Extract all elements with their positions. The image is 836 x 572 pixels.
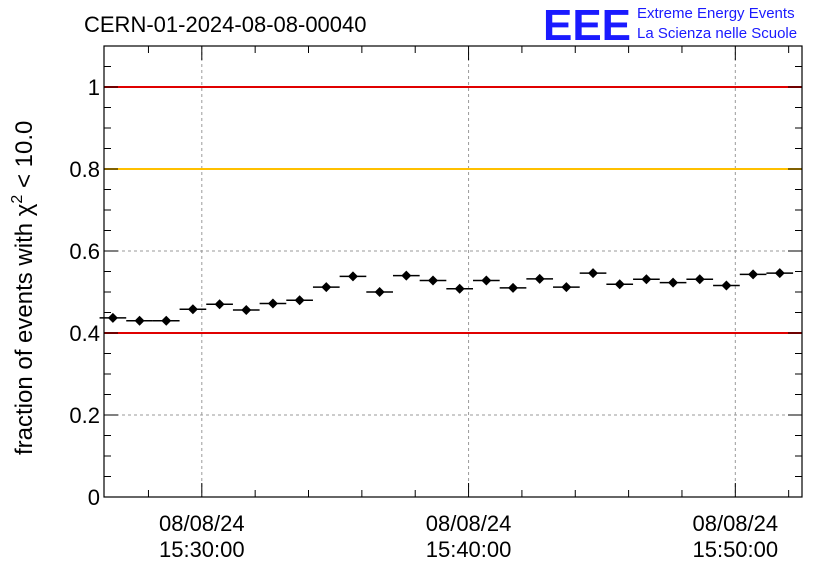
diamond-marker bbox=[641, 274, 652, 285]
data-point bbox=[366, 287, 393, 297]
diamond-marker bbox=[294, 295, 305, 306]
y-axis-label-superscript: 2 bbox=[9, 195, 26, 204]
diamond-marker bbox=[774, 268, 785, 279]
data-point bbox=[766, 268, 794, 279]
diamond-marker bbox=[427, 275, 438, 286]
diamond-marker bbox=[187, 304, 198, 315]
data-point bbox=[259, 298, 287, 309]
data-point bbox=[659, 277, 687, 288]
data-point bbox=[739, 269, 767, 280]
logo-line-1: Extreme Energy Events bbox=[637, 5, 795, 22]
data-point bbox=[152, 315, 180, 326]
diamond-marker bbox=[721, 280, 732, 291]
data-point bbox=[579, 268, 607, 279]
y-tick-label: 0.4 bbox=[69, 321, 100, 346]
data-point bbox=[713, 280, 740, 291]
plot-frame bbox=[103, 45, 803, 498]
chart-title: CERN-01-2024-08-08-00040 bbox=[84, 12, 367, 37]
diamond-marker bbox=[241, 305, 252, 316]
diamond-marker bbox=[321, 282, 332, 293]
data-point bbox=[526, 273, 554, 284]
data-point bbox=[686, 274, 714, 285]
data-series bbox=[99, 268, 794, 326]
y-tick-label: 0.8 bbox=[69, 157, 100, 182]
x-tick-label-time: 15:40:00 bbox=[426, 537, 512, 562]
y-axis-label: fraction of events with χ2 < 10.0 bbox=[9, 121, 38, 455]
data-point bbox=[633, 274, 660, 285]
grid-layer bbox=[104, 46, 802, 497]
diamond-marker bbox=[561, 282, 572, 293]
diamond-marker bbox=[508, 282, 519, 293]
diamond-marker bbox=[668, 277, 679, 288]
diamond-marker bbox=[748, 269, 759, 280]
data-point bbox=[392, 270, 420, 281]
data-point bbox=[499, 282, 527, 293]
data-point bbox=[312, 282, 340, 293]
data-point bbox=[232, 305, 260, 316]
x-tick-label-date: 08/08/24 bbox=[692, 511, 778, 536]
data-point bbox=[473, 275, 500, 286]
axes bbox=[103, 45, 803, 498]
diamond-marker bbox=[481, 275, 492, 286]
data-point bbox=[126, 315, 153, 326]
diamond-marker bbox=[694, 274, 705, 285]
diamond-marker bbox=[161, 315, 172, 326]
data-point bbox=[553, 282, 580, 293]
diamond-marker bbox=[588, 268, 599, 279]
y-tick-label: 0.6 bbox=[69, 239, 100, 264]
logo-mark: EEE bbox=[543, 1, 631, 50]
logo-line-2: La Scienza nelle Scuole bbox=[637, 25, 797, 42]
diamond-marker bbox=[374, 287, 385, 297]
data-point bbox=[286, 295, 313, 306]
y-tick-label: 1 bbox=[88, 75, 100, 100]
y-axis-label-chi: χ bbox=[11, 203, 38, 216]
diamond-marker bbox=[454, 283, 465, 294]
y-axis-label-post: < 10.0 bbox=[11, 121, 38, 195]
y-tick-labels: 0 0.2 0.4 0.6 0.8 1 bbox=[69, 75, 100, 510]
data-point bbox=[606, 279, 634, 290]
x-tick-label-date: 08/08/24 bbox=[159, 511, 245, 536]
data-point bbox=[419, 275, 447, 286]
diamond-marker bbox=[401, 270, 412, 281]
diamond-marker bbox=[107, 312, 118, 323]
y-tick-label: 0.2 bbox=[69, 403, 100, 428]
diamond-marker bbox=[534, 273, 545, 284]
x-tick-label-time: 15:30:00 bbox=[159, 537, 245, 562]
data-point bbox=[179, 304, 207, 315]
x-tick-label-time: 15:50:00 bbox=[692, 537, 778, 562]
y-axis-label-pre: fraction of events with bbox=[11, 216, 38, 455]
diamond-marker bbox=[347, 271, 358, 282]
diamond-marker bbox=[267, 298, 278, 309]
y-tick-label: 0 bbox=[88, 485, 100, 510]
diamond-marker bbox=[134, 315, 145, 326]
reference-lines bbox=[104, 86, 802, 334]
diamond-marker bbox=[614, 279, 625, 290]
x-tick-labels: 08/08/2415:30:0008/08/2415:40:0008/08/24… bbox=[159, 511, 778, 562]
x-tick-label-date: 08/08/24 bbox=[426, 511, 512, 536]
diamond-marker bbox=[214, 299, 225, 310]
data-point bbox=[206, 299, 233, 310]
eee-logo: EEE Extreme Energy Events La Scienza nel… bbox=[543, 1, 797, 50]
data-point bbox=[339, 271, 367, 282]
data-point bbox=[446, 283, 474, 294]
